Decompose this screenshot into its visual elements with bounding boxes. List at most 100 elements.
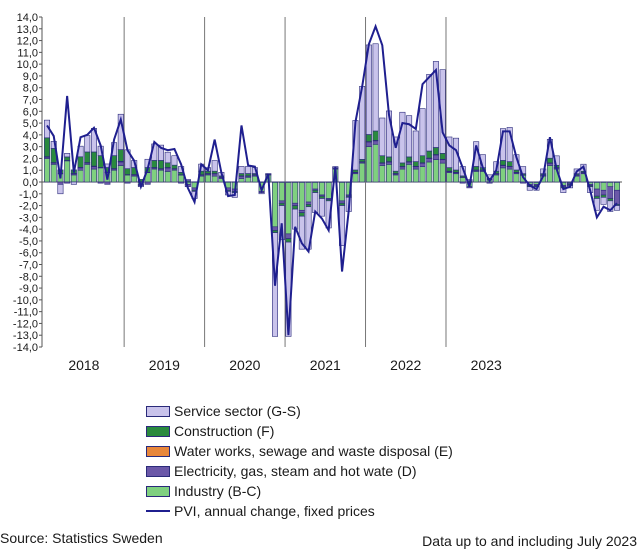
bar-industry: [238, 178, 245, 183]
bar-construction: [164, 162, 171, 168]
y-tick-label: -9,0: [19, 283, 38, 295]
bar-industry: [506, 168, 513, 183]
bar-electricity: [298, 209, 305, 213]
bar-service: [84, 135, 91, 153]
bar-electricity: [419, 162, 426, 167]
bar-industry: [90, 168, 97, 183]
legend-swatch-water: [146, 445, 170, 457]
bar-industry: [412, 168, 419, 183]
bar-water: [231, 181, 238, 183]
bar-electricity: [372, 140, 379, 145]
bar-industry: [151, 168, 158, 183]
bar-construction: [272, 230, 278, 233]
bar-service: [432, 61, 439, 148]
bar-construction: [292, 205, 299, 210]
bar-construction: [432, 147, 439, 155]
bar-construction: [419, 155, 426, 164]
bar-water: [292, 181, 299, 183]
legend-item-industry: Industry (B-C): [146, 481, 453, 501]
bar-construction: [171, 164, 178, 169]
legend-swatch-electricity: [146, 465, 170, 477]
bar-water: [613, 181, 620, 183]
bar-water: [278, 181, 285, 183]
bar-construction: [607, 198, 614, 202]
y-tick-label: 4,0: [23, 130, 38, 142]
bar-construction: [117, 149, 124, 162]
bar-construction: [211, 170, 218, 174]
bar-water: [593, 181, 600, 183]
bar-service: [419, 108, 426, 157]
bar-service: [312, 192, 319, 213]
legend-swatch-service: [146, 405, 170, 417]
bar-industry: [178, 174, 185, 183]
bar-water: [607, 181, 614, 183]
legend-label-water: Water works, sewage and waste disposal (…: [174, 443, 453, 459]
bar-water: [339, 181, 346, 183]
bar-construction: [318, 195, 325, 199]
bar-water: [191, 181, 198, 183]
bar-service: [406, 115, 413, 158]
bar-construction: [312, 189, 319, 193]
x-tick-label: 2020: [229, 357, 260, 373]
y-tick-label: -1,0: [19, 189, 38, 201]
data-note: Data up to and including July 2023: [422, 533, 637, 549]
y-tick-label: -7,0: [19, 260, 38, 272]
y-tick-label: 9,0: [23, 71, 38, 83]
bar-construction: [439, 153, 446, 160]
bar-industry: [386, 164, 392, 183]
bar-service: [392, 136, 399, 172]
bar-service: [372, 43, 379, 132]
bar-industry: [318, 181, 325, 196]
bar-construction: [278, 202, 285, 206]
bar-industry: [459, 176, 466, 183]
bar-service: [379, 117, 386, 157]
bar-industry: [124, 174, 131, 183]
bar-water: [325, 181, 332, 183]
bar-industry: [379, 165, 386, 183]
bar-electricity: [520, 181, 527, 184]
bar-service: [412, 130, 419, 162]
bar-electricity: [607, 186, 614, 199]
legend-item-electricity: Electricity, gas, steam and hot wate (D): [146, 461, 453, 481]
bar-electricity: [117, 161, 124, 166]
legend-label-electricity: Electricity, gas, steam and hot wate (D): [174, 463, 417, 479]
bar-industry: [613, 181, 620, 191]
bar-industry: [432, 159, 439, 183]
y-tick-label: 1,0: [23, 165, 38, 177]
bar-industry: [339, 181, 346, 202]
bar-construction: [64, 156, 71, 161]
y-tick-label: -2,0: [19, 201, 38, 213]
bar-industry: [77, 169, 84, 183]
bar-construction: [44, 137, 51, 157]
legend-item-pvi: PVI, annual change, fixed prices: [146, 501, 453, 521]
bar-construction: [84, 151, 91, 163]
bar-water: [285, 181, 292, 183]
y-tick-label: 0,0: [23, 177, 38, 189]
y-tick-label: 6,0: [23, 106, 38, 118]
bar-water: [298, 181, 305, 183]
bar-industry: [204, 174, 211, 183]
bar-construction: [406, 156, 413, 162]
bar-service: [70, 181, 77, 185]
bar-service: [211, 160, 218, 172]
bar-industry: [305, 181, 312, 203]
legend-label-industry: Industry (B-C): [174, 483, 262, 499]
bar-industry: [439, 162, 446, 183]
bar-construction: [124, 168, 131, 175]
bar-industry: [44, 158, 51, 183]
bar-electricity: [439, 159, 446, 164]
y-tick-label: 11,0: [17, 47, 38, 59]
bar-industry: [406, 164, 413, 183]
legend-label-construction: Construction (F): [174, 423, 275, 439]
bar-electricity: [97, 181, 104, 184]
bar-electricity: [124, 181, 131, 184]
bar-industry: [607, 181, 614, 188]
bar-industry: [278, 181, 285, 202]
bar-service: [600, 197, 607, 205]
bar-electricity: [593, 188, 600, 197]
y-tick-label: 12,0: [17, 36, 38, 48]
bar-electricity: [305, 201, 312, 205]
bar-industry: [245, 176, 252, 183]
bar-construction: [453, 169, 460, 173]
bar-industry: [272, 181, 278, 228]
